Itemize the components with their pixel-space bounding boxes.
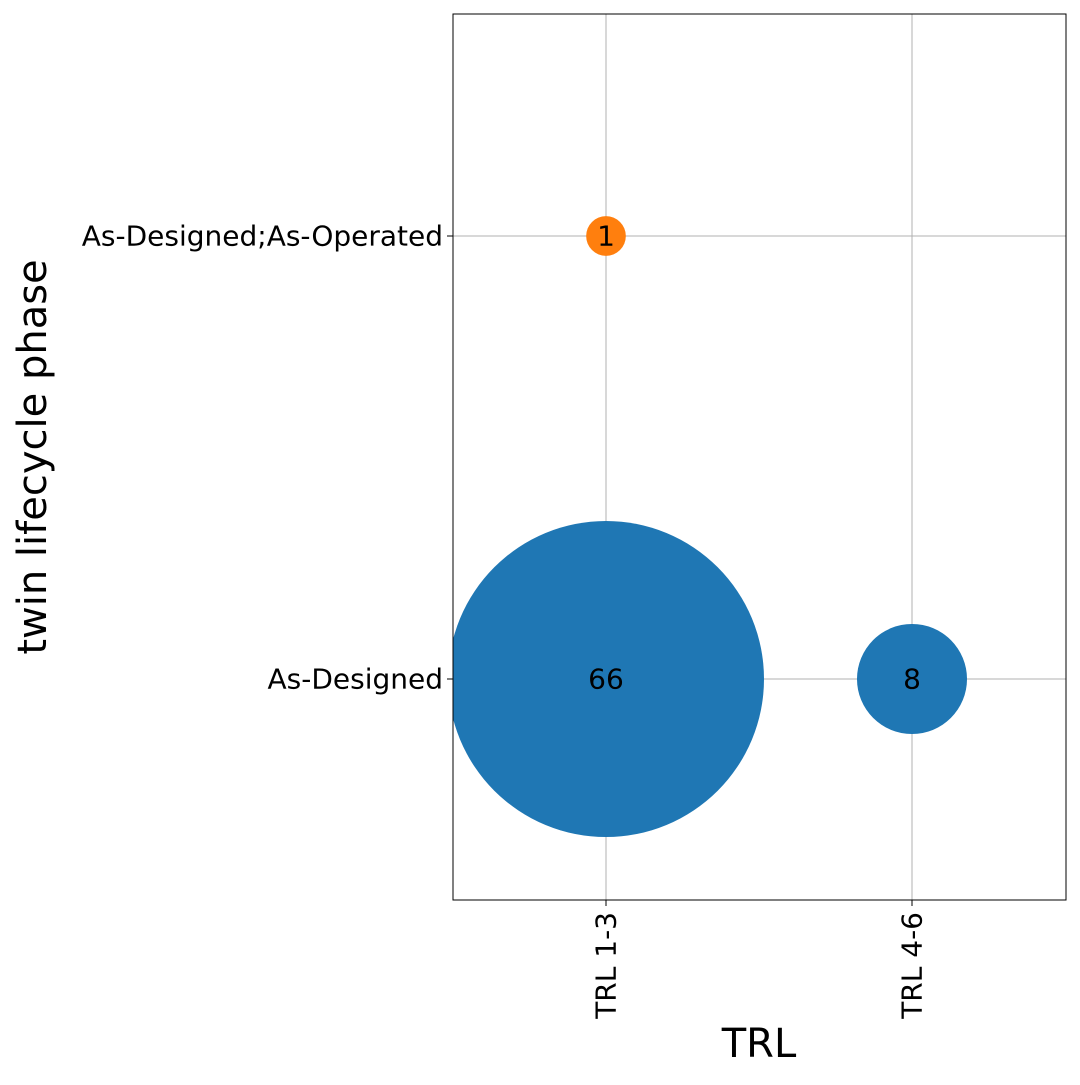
bubble-labels: 166 8	[588, 220, 921, 696]
bubbles	[453, 216, 968, 837]
y-axis-label: twin lifecycle phase	[10, 259, 56, 654]
bubble-value-label: 66	[588, 663, 624, 696]
bubble	[586, 216, 626, 256]
bubble	[856, 623, 968, 735]
x-axis-label: TRL	[721, 1021, 797, 1067]
bubble-value-label: 1	[597, 220, 615, 253]
ticks: TRL 1-3 TRL 4-6 As-Designed As-Designed;As-…	[82, 220, 929, 1020]
y-tick-label: As-Designed	[267, 663, 443, 696]
bubble-value-label: 8	[903, 663, 921, 696]
plot-frame	[452, 13, 1067, 901]
x-tick-label: TRL 1-3	[590, 912, 623, 1020]
y-tick-label: As-Designed;As-Operated	[82, 220, 443, 253]
x-tick-label: TRL 4-6	[896, 912, 929, 1020]
bubble	[453, 521, 764, 837]
